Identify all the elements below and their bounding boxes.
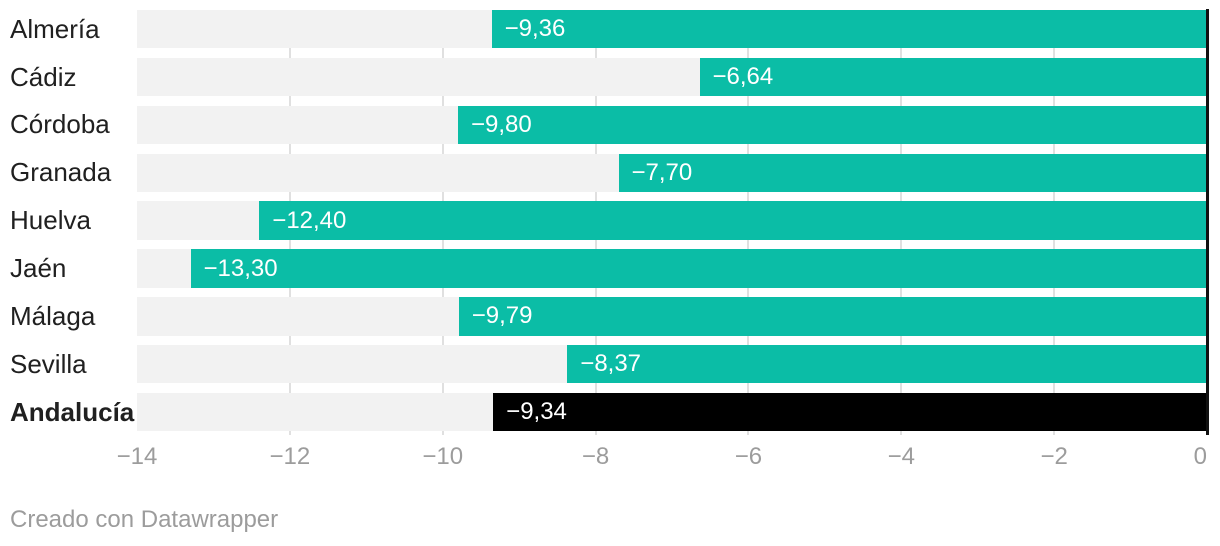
x-axis-tick-label: −12 <box>269 443 311 470</box>
bar-row: −7,70 <box>137 153 1207 192</box>
x-axis-tick-label: −10 <box>422 443 464 470</box>
category-label: Huelva <box>10 205 91 236</box>
category-label: Córdoba <box>10 109 110 140</box>
bar-row: −8,37 <box>137 345 1207 384</box>
bar[interactable]: −7,70 <box>618 153 1207 192</box>
x-axis-tick-label: −8 <box>581 443 610 470</box>
bar-value-label: −12,40 <box>272 206 347 234</box>
plot-area: −9,36 −6,64 −9,80 −7,70 −12,40 −13,30 −9,79 −8,… <box>137 9 1209 435</box>
category-label: Sevilla <box>10 348 87 379</box>
bar-row: −9,34 <box>137 392 1207 432</box>
bar[interactable]: −9,36 <box>491 10 1207 49</box>
category-label: Málaga <box>10 300 96 331</box>
bar[interactable]: −12,40 <box>259 201 1207 240</box>
category-label: Andalucía <box>10 396 135 427</box>
category-label: Almería <box>10 13 100 44</box>
bar[interactable]: −9,34 <box>493 392 1207 432</box>
category-label: Granada <box>10 157 112 188</box>
bar-value-label: −7,70 <box>631 158 693 186</box>
x-axis-tick-label: −4 <box>887 443 915 470</box>
x-axis-tick-label: −2 <box>1040 443 1068 470</box>
bar-value-label: −9,36 <box>504 15 566 43</box>
bar-value-label: −13,30 <box>203 254 278 282</box>
bar-value-label: −9,80 <box>471 110 532 138</box>
zero-axis-line <box>1206 9 1209 435</box>
bar-value-label: −8,37 <box>580 350 642 378</box>
x-axis-tick-label: 0 <box>1193 443 1207 470</box>
bar[interactable]: −8,37 <box>567 345 1207 384</box>
bar-row: −13,30 <box>137 249 1207 288</box>
bar-value-label: −9,79 <box>471 302 533 330</box>
bar-value-label: −9,34 <box>506 398 567 426</box>
category-label: Cádiz <box>10 61 77 92</box>
x-axis-tick-label: −6 <box>734 443 763 470</box>
bar[interactable]: −13,30 <box>190 249 1207 288</box>
attribution-credit: Creado con Datawrapper <box>10 506 279 533</box>
bar-row: −9,36 <box>137 10 1207 49</box>
bar[interactable]: −9,79 <box>458 297 1207 336</box>
x-axis-tick-label: −14 <box>116 443 158 470</box>
bar-value-label: −6,64 <box>712 63 774 91</box>
bar-row: −6,64 <box>137 57 1207 97</box>
bar-row: −9,80 <box>137 105 1207 145</box>
bar-row: −12,40 <box>137 201 1207 240</box>
category-label: Jaén <box>10 253 67 284</box>
bar-row: −9,79 <box>137 297 1207 336</box>
bar[interactable]: −6,64 <box>699 57 1207 97</box>
bar[interactable]: −9,80 <box>458 105 1207 145</box>
